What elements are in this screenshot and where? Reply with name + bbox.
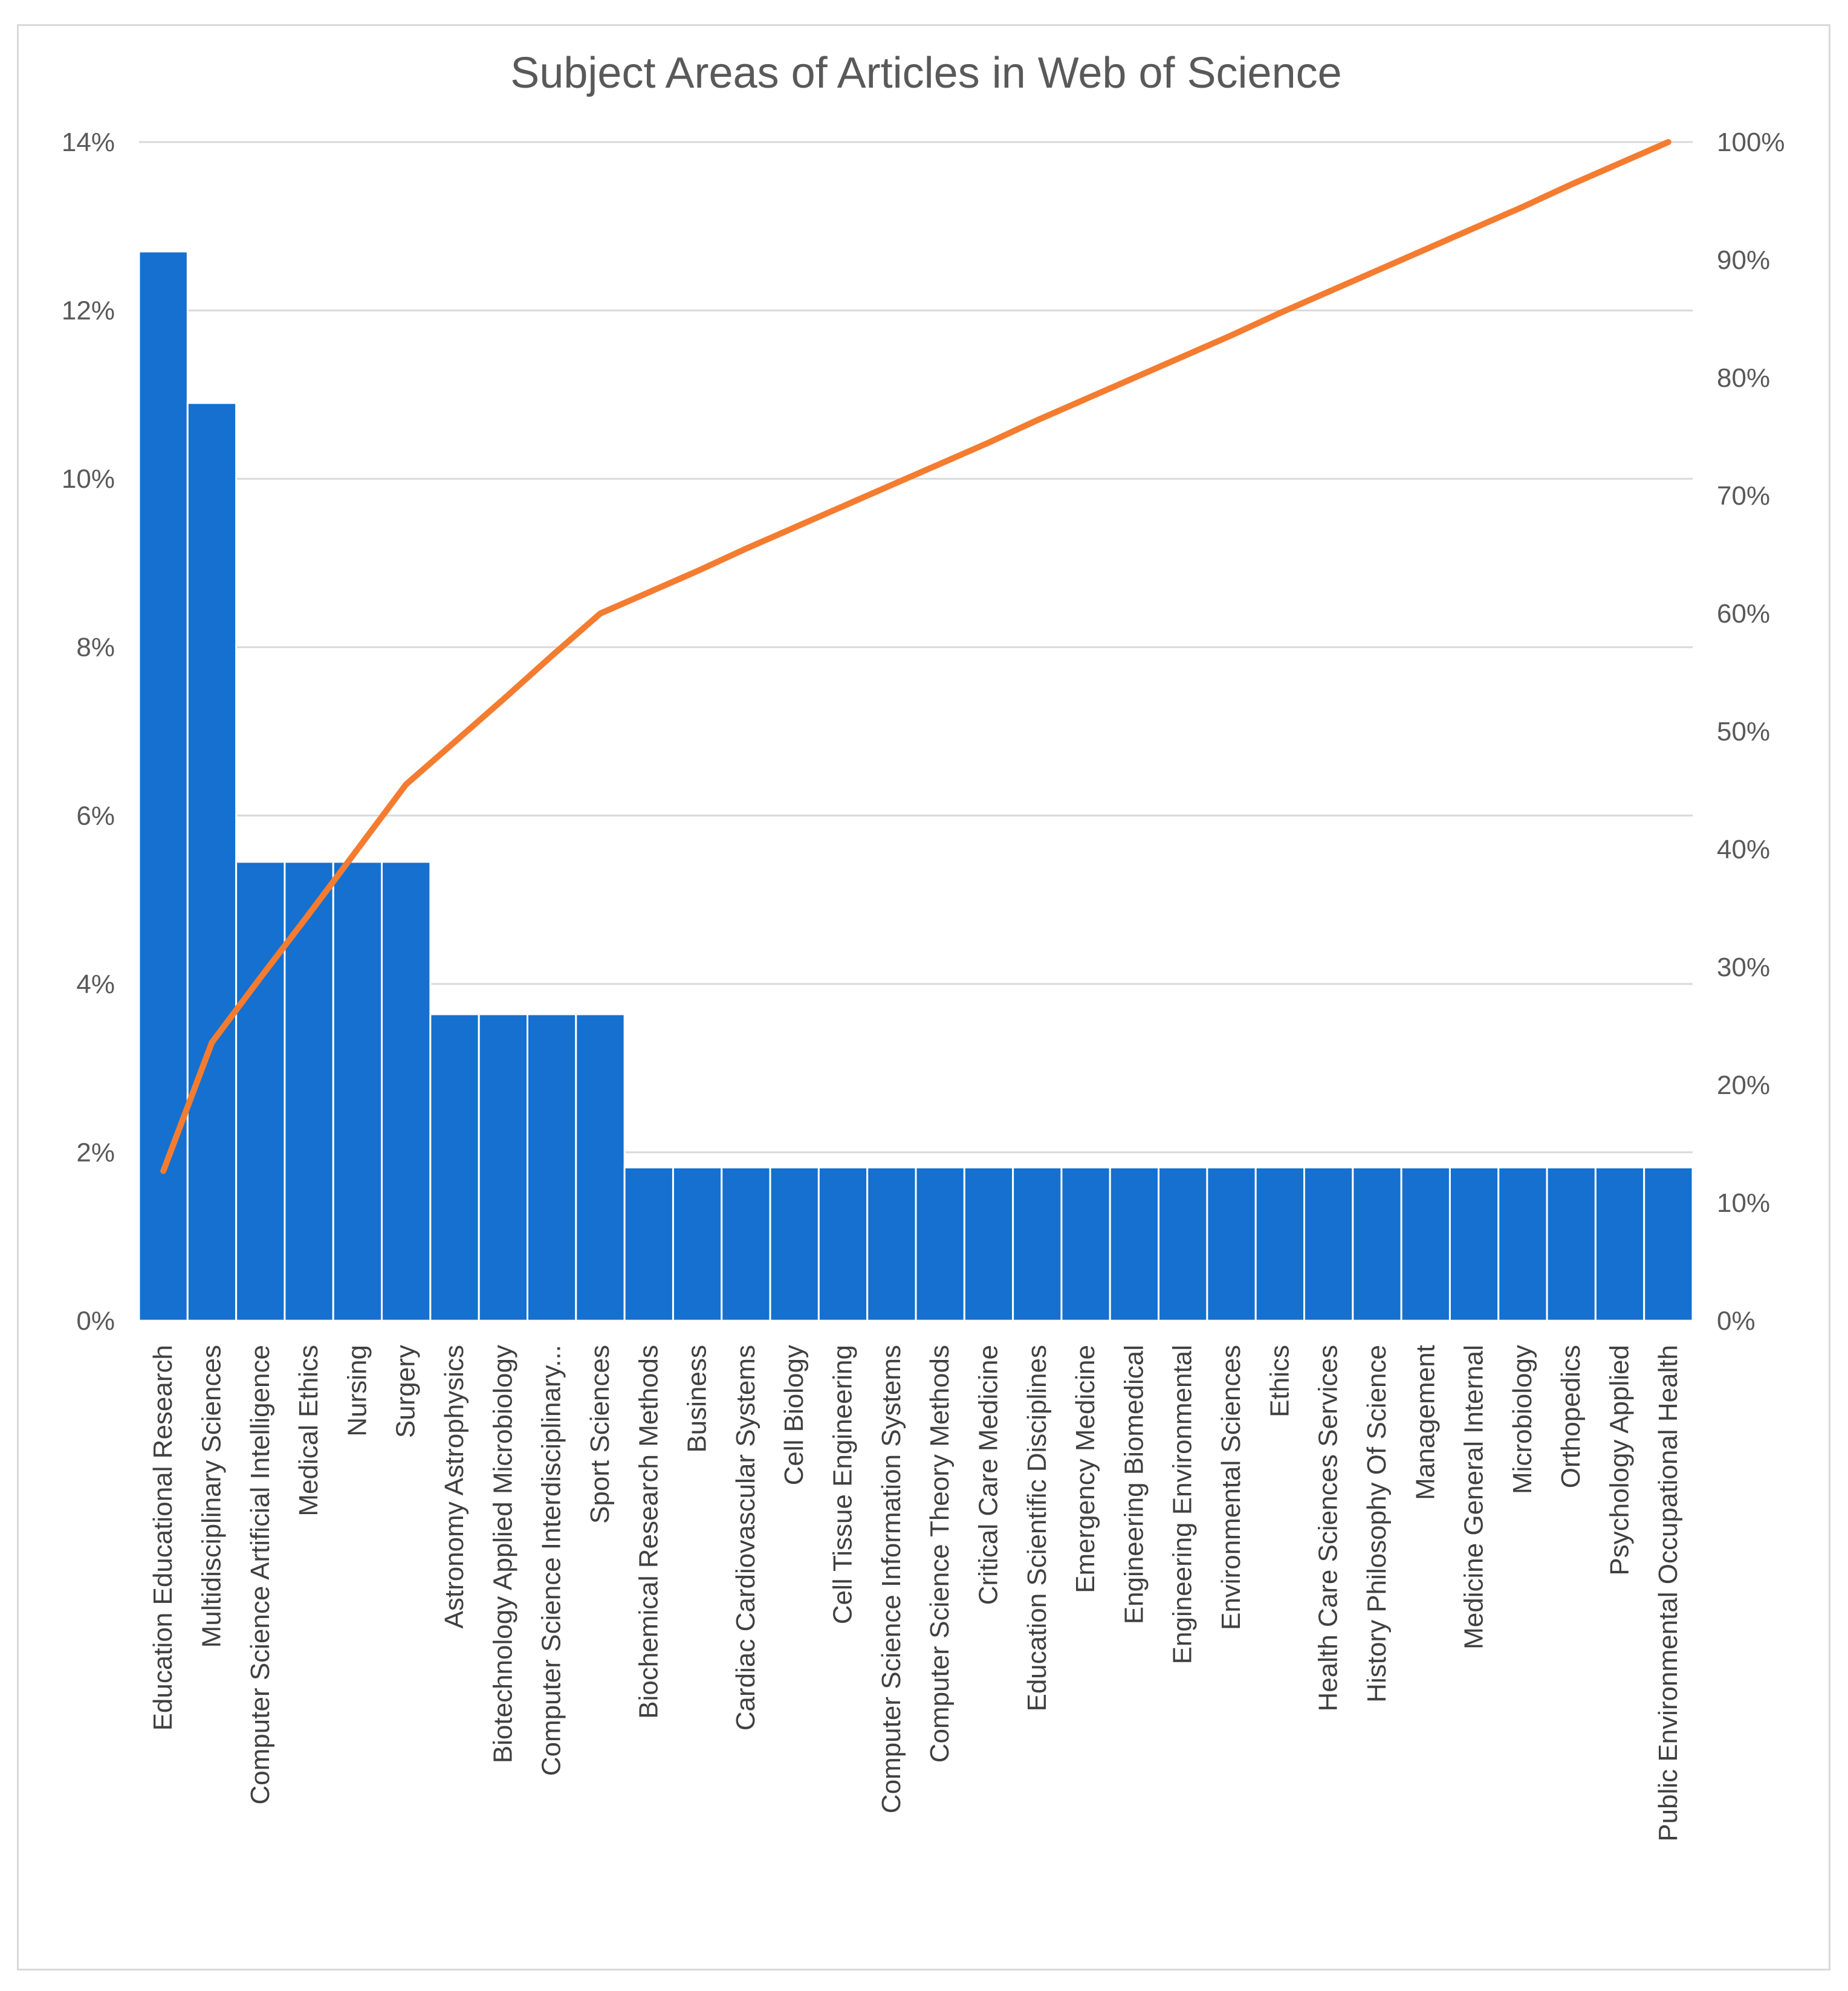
y2-tick-label: 70% — [1717, 481, 1770, 511]
category-label: Computer Science Information Systems — [877, 1345, 906, 1813]
category-label: Environmental Sciences — [1216, 1345, 1246, 1630]
bar — [235, 861, 286, 1322]
bar — [1060, 1167, 1111, 1322]
category-label: Education Scientific Disciplines — [1022, 1345, 1052, 1712]
y2-tick-label: 100% — [1717, 128, 1785, 157]
left-axis: 0% 2% 4% 6% 8% 10% 12% 14% — [62, 128, 115, 1336]
y2-tick-label: 40% — [1717, 835, 1770, 864]
y2-tick-label: 60% — [1717, 599, 1770, 629]
category-label: Engineering Biomedical — [1119, 1345, 1149, 1624]
bar — [915, 1167, 965, 1322]
category-label: Computer Science Theory Methods — [925, 1345, 955, 1763]
category-label: Education Educational Research — [148, 1345, 178, 1730]
bar — [1448, 1167, 1500, 1322]
category-label: Cell Biology — [779, 1345, 809, 1485]
bar — [429, 1013, 480, 1322]
y-tick-label: 6% — [76, 801, 115, 830]
y2-tick-label: 0% — [1717, 1306, 1756, 1336]
bar — [1012, 1167, 1063, 1322]
y-tick-label: 2% — [76, 1138, 115, 1167]
category-label: Astronomy Astrophysics — [439, 1345, 469, 1629]
category-label: Cardiac Cardiovascular Systems — [731, 1345, 760, 1730]
bar — [527, 1013, 577, 1322]
category-label: Biochemical Research Methods — [634, 1345, 663, 1719]
category-label: Medical Ethics — [294, 1345, 323, 1517]
right-axis: 0% 10% 20% 30% 40% 50% 60% 70% 80% 90% 100% — [1717, 128, 1785, 1336]
cumulative-line — [160, 139, 1671, 1174]
bar — [1546, 1167, 1597, 1322]
bar — [478, 1013, 528, 1322]
category-label: Nursing — [342, 1345, 372, 1437]
category-label: Engineering Environmental — [1168, 1345, 1198, 1664]
y-tick-label: 12% — [62, 296, 115, 326]
category-label: Surgery — [391, 1345, 421, 1438]
bar — [623, 1167, 674, 1322]
bar — [769, 1167, 820, 1322]
category-label: Biotechnology Applied Microbiology — [488, 1345, 517, 1763]
category-label: Emergency Medicine — [1071, 1345, 1100, 1593]
category-label: Ethics — [1265, 1345, 1294, 1417]
bar — [332, 861, 383, 1322]
bars — [138, 250, 1694, 1322]
bar — [1643, 1167, 1694, 1322]
category-label: Public Environmental Occupational Health — [1653, 1345, 1683, 1842]
bar — [1206, 1167, 1257, 1322]
bar — [1400, 1167, 1451, 1322]
bar — [138, 250, 189, 1322]
bar — [186, 402, 238, 1322]
y2-tick-label: 30% — [1717, 953, 1770, 982]
bar — [1497, 1167, 1548, 1322]
y2-tick-label: 20% — [1717, 1070, 1770, 1100]
category-label: Microbiology — [1508, 1345, 1537, 1494]
category-label: Medicine General Internal — [1459, 1345, 1489, 1649]
category-label: Orthopedics — [1556, 1345, 1586, 1488]
category-label: History Philosophy Of Science — [1362, 1345, 1392, 1703]
bar — [721, 1167, 771, 1322]
bar — [575, 1013, 626, 1322]
y-tick-label: 8% — [76, 633, 115, 662]
bar — [866, 1167, 917, 1322]
category-label: Health Care Sciences Services — [1314, 1345, 1343, 1711]
y-tick-label: 4% — [76, 970, 115, 999]
y2-tick-label: 10% — [1717, 1188, 1770, 1218]
chart-title: Subject Areas of Articles in Web of Scie… — [510, 49, 1341, 97]
bar — [1158, 1167, 1208, 1322]
y-tick-label: 0% — [76, 1306, 115, 1336]
category-label: Computer Science Interdisciplinary... — [537, 1345, 566, 1776]
category-label: Computer Science Artificial Intelligence — [245, 1345, 275, 1805]
category-label: Psychology Applied — [1605, 1345, 1635, 1576]
bar — [1254, 1167, 1305, 1322]
category-label: Management — [1410, 1345, 1440, 1500]
category-label: Business — [682, 1345, 712, 1453]
bar — [1594, 1167, 1645, 1322]
bar — [381, 861, 432, 1322]
y-tick-label: 14% — [62, 128, 115, 157]
category-label: Sport Sciences — [585, 1345, 615, 1524]
y-tick-label: 10% — [62, 464, 115, 494]
category-axis: Education Educational Research Multidisci… — [148, 1345, 1683, 1842]
bar — [817, 1167, 869, 1322]
bar — [1109, 1167, 1160, 1322]
bar — [1303, 1167, 1354, 1322]
bar — [1352, 1167, 1402, 1322]
category-label: Multidisciplinary Sciences — [196, 1345, 226, 1648]
bar — [963, 1167, 1014, 1322]
y2-tick-label: 50% — [1717, 717, 1770, 746]
category-label: Critical Care Medicine — [973, 1345, 1003, 1605]
y2-tick-label: 90% — [1717, 245, 1770, 275]
cumulative-percent-line — [160, 139, 1671, 1174]
category-label: Cell Tissue Engineering — [828, 1345, 858, 1624]
bar — [284, 861, 334, 1322]
bar — [672, 1167, 723, 1322]
y2-tick-label: 80% — [1717, 363, 1770, 393]
